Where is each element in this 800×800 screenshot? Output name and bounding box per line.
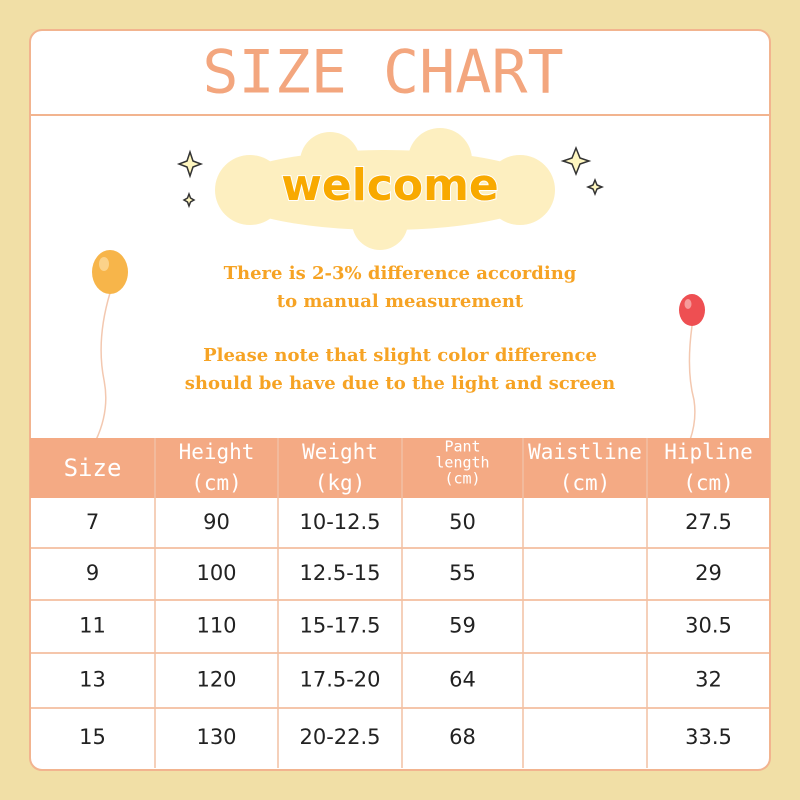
column-header: (cm) — [683, 471, 734, 495]
balloon-orange — [92, 250, 128, 441]
table-cell: 17.5-20 — [299, 668, 380, 692]
table-cell: 100 — [196, 561, 236, 585]
title: SIZE CHART — [202, 38, 563, 108]
column-header: Pant — [444, 438, 480, 456]
card — [29, 29, 771, 771]
table-cell: 10-12.5 — [299, 510, 380, 534]
header-row — [30, 438, 770, 498]
note-line: Please note that slight color difference — [203, 345, 597, 366]
stars — [176, 145, 605, 209]
column-header: length — [435, 454, 489, 472]
welcome-text: welcome — [281, 160, 499, 211]
table-cell: 15-17.5 — [299, 614, 380, 638]
table-cell: 20-22.5 — [299, 725, 380, 749]
table-cell: 68 — [449, 725, 476, 749]
table-cell: 7 — [86, 510, 99, 534]
table-cell: 130 — [196, 725, 236, 749]
balloon-red — [679, 294, 705, 441]
column-header: Waistline — [528, 440, 642, 464]
table-cell: 59 — [449, 614, 476, 638]
table-cell: 64 — [449, 668, 476, 692]
table-cell: 30.5 — [685, 614, 732, 638]
table-cell: 13 — [79, 668, 106, 692]
table-cell: 11 — [79, 614, 106, 638]
table-cell: 9 — [86, 561, 99, 585]
table-cell: 110 — [196, 614, 236, 638]
column-header: Height — [179, 440, 255, 464]
table-cell: 50 — [449, 510, 476, 534]
note-line: to manual measurement — [277, 291, 524, 312]
table-cell: 27.5 — [685, 510, 732, 534]
column-header: (kg) — [315, 471, 366, 495]
table-cell: 15 — [79, 725, 106, 749]
table-cell: 29 — [695, 561, 722, 585]
welcome-cloud — [215, 128, 555, 250]
notes: There is 2-3% difference according to man… — [185, 263, 615, 394]
column-header: Hipline — [664, 440, 753, 464]
note-line: There is 2-3% difference according — [224, 263, 577, 284]
column-header: (cm) — [444, 470, 480, 488]
column-header: Size — [64, 454, 122, 482]
table-cell: 90 — [203, 510, 230, 534]
table-cell: 12.5-15 — [299, 561, 380, 585]
size-table: SizeHeight(cm)Weight(kg)Pantlength(cm)Wa… — [30, 438, 770, 768]
column-header: (cm) — [191, 471, 242, 495]
column-header: Weight — [302, 440, 378, 464]
table-cell: 33.5 — [685, 725, 732, 749]
note-line: should be have due to the light and scre… — [185, 373, 615, 394]
table-cell: 32 — [695, 668, 722, 692]
table-cell: 120 — [196, 668, 236, 692]
table-cell: 55 — [449, 561, 476, 585]
column-header: (cm) — [560, 471, 611, 495]
